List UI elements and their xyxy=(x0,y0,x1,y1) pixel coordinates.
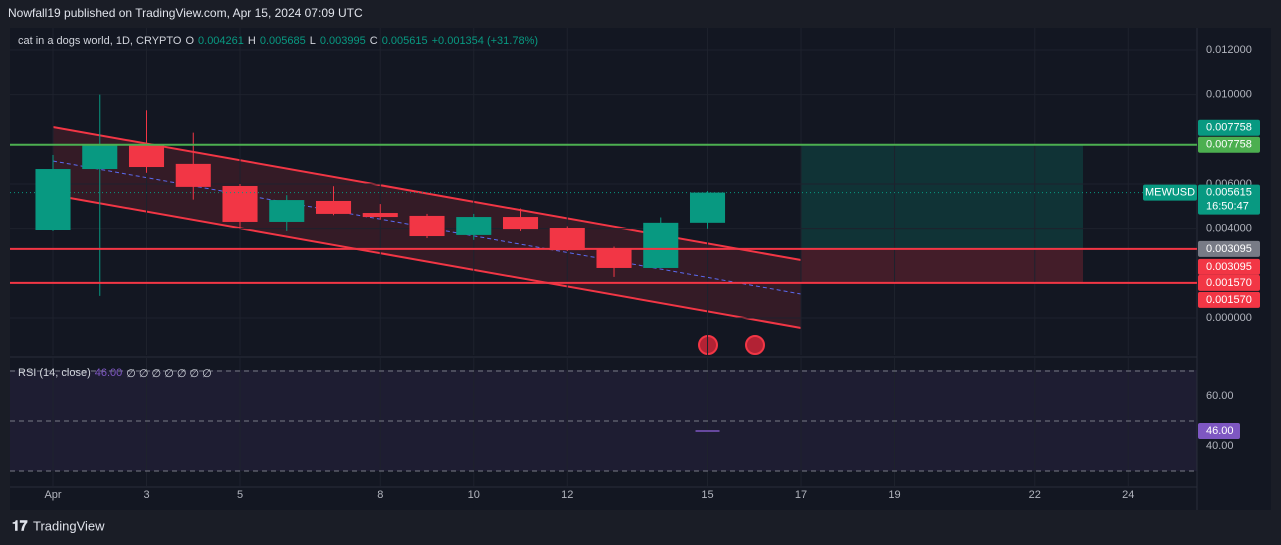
y-tick-label: 0.012000 xyxy=(1206,44,1252,56)
rsi-band-fill xyxy=(10,370,1197,471)
legend-value: 0.005685 xyxy=(259,35,306,47)
price-tag xyxy=(1198,274,1260,291)
candle-body xyxy=(409,215,445,237)
candle-body xyxy=(269,200,305,222)
x-tick-label: 22 xyxy=(1029,489,1041,501)
rsi-legend: RSI (14, close) 46.00 ∅ ∅ ∅ ∅ ∅ ∅ ∅ xyxy=(18,367,212,380)
price-tag xyxy=(1198,119,1260,136)
stop-zone xyxy=(801,249,1083,283)
price-tag xyxy=(1198,258,1260,275)
price-tag-label: 0.003095 xyxy=(1206,243,1252,255)
x-tick-label: 5 xyxy=(237,489,243,501)
candle-body xyxy=(689,192,726,223)
candle-body xyxy=(456,217,492,235)
y-tick-label: 0.010000 xyxy=(1206,89,1252,101)
legend-label: O xyxy=(185,35,195,47)
price-tag xyxy=(1198,240,1260,257)
last-price-label: 0.005615 xyxy=(1206,187,1252,199)
price-tag-label: 0.001570 xyxy=(1206,277,1252,289)
header-title: Nowfall19 published on TradingView.com, … xyxy=(8,6,363,20)
rsi-na: ∅ ∅ ∅ ∅ ∅ ∅ ∅ xyxy=(126,368,212,380)
price-tag xyxy=(1198,136,1260,153)
candle-body xyxy=(362,213,398,218)
candle-body xyxy=(35,169,71,231)
chart-area xyxy=(10,28,1271,510)
y-tick-label: 0.004000 xyxy=(1206,223,1252,235)
rsi-value: 46.00 xyxy=(94,367,123,379)
price-tag-label: 0.007758 xyxy=(1206,139,1252,151)
candle-body xyxy=(315,200,352,214)
last-price-tag xyxy=(1198,184,1260,215)
x-tick-label: Apr xyxy=(44,489,61,501)
x-tick-label: 24 xyxy=(1122,489,1134,501)
candle-body xyxy=(222,186,258,222)
symbol-tag xyxy=(1143,184,1197,201)
x-tick-label: 15 xyxy=(701,489,713,501)
logo-mark: 𝟏𝟕 xyxy=(12,518,28,534)
y-tick-label: 40.00 xyxy=(1206,440,1234,452)
rsi-title: RSI (14, close) xyxy=(18,367,91,379)
countdown: 16:50:47 xyxy=(1206,201,1249,213)
price-tag-label: 0.007758 xyxy=(1206,122,1252,134)
legend-label: L xyxy=(309,35,316,47)
candle-body xyxy=(82,144,118,170)
channel-lower xyxy=(52,194,802,329)
price-tag xyxy=(1198,291,1260,308)
target-zone xyxy=(801,145,1083,249)
legend-label: H xyxy=(247,35,256,47)
legend: cat in a dogs world, 1D, CRYPTO O 0.00426… xyxy=(18,35,538,47)
legend-label: C xyxy=(369,35,378,47)
change: +0.001354 (+31.78%) xyxy=(431,35,539,47)
symbol-title: cat in a dogs world, 1D, CRYPTO xyxy=(18,35,182,47)
x-tick-label: 8 xyxy=(377,489,383,501)
x-tick-label: 19 xyxy=(888,489,900,501)
candle-body xyxy=(643,222,679,268)
y-tick-label: 60.00 xyxy=(1206,390,1234,402)
legend-value: 0.004261 xyxy=(198,35,244,47)
symbol-tag-label: MEWUSD xyxy=(1145,187,1195,199)
x-tick-label: 10 xyxy=(468,489,480,501)
x-tick-label: 12 xyxy=(561,489,573,501)
event-flag[interactable] xyxy=(745,335,765,355)
legend-value: 0.005615 xyxy=(381,35,428,47)
candle-body xyxy=(128,144,165,168)
candle-body xyxy=(596,248,632,268)
x-tick-label: 17 xyxy=(795,489,807,501)
y-tick-label: 0.000000 xyxy=(1206,312,1252,324)
candle-body xyxy=(549,227,585,251)
rsi-tag-label: 46.00 xyxy=(1206,425,1234,437)
rsi-tag xyxy=(1198,423,1240,439)
brand: TradingView xyxy=(33,518,105,533)
candle-body xyxy=(175,163,211,187)
legend-value: 0.003995 xyxy=(319,35,366,47)
price-tag-label: 0.003095 xyxy=(1206,261,1252,273)
price-tag-label: 0.001570 xyxy=(1206,294,1252,306)
candle-body xyxy=(502,217,539,230)
x-tick-label: 3 xyxy=(143,489,149,501)
